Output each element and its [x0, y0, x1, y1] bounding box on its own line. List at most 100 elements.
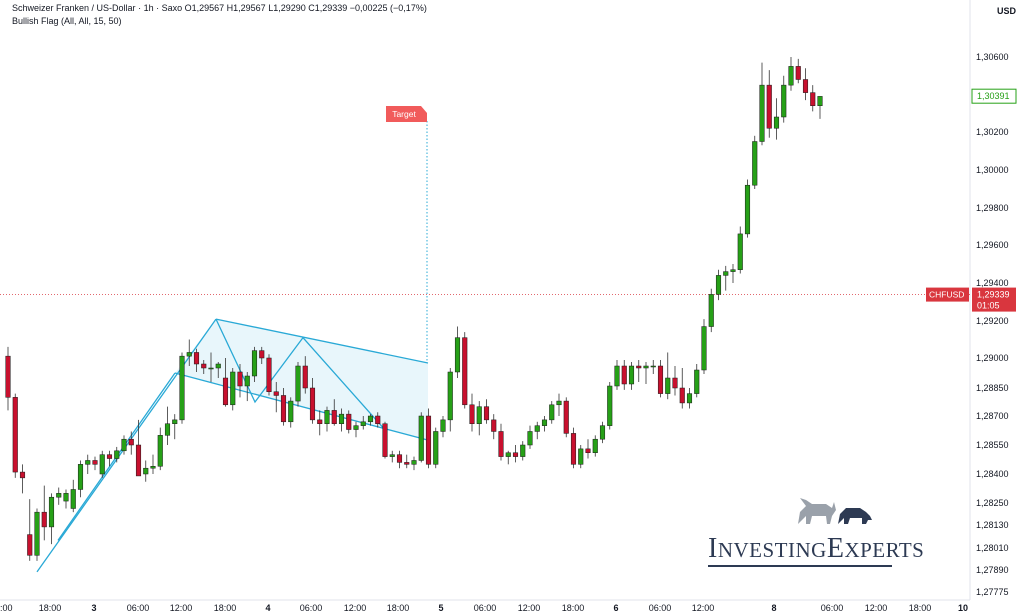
symbol-name: Schweizer Franken / US-Dollar [12, 3, 136, 13]
candle [266, 354, 272, 396]
candle-body-up [418, 415, 424, 461]
candle-body-down [766, 84, 772, 129]
candle [628, 362, 635, 390]
candle [302, 356, 308, 394]
candle [135, 419, 142, 477]
candle-body-up [251, 350, 258, 377]
y-tick-label: 1,29000 [976, 353, 1009, 363]
candle-body-up [215, 363, 221, 369]
candle [491, 414, 497, 440]
candle-body-up [121, 438, 127, 452]
candle-body-up [686, 393, 693, 404]
flag-zigzag-line [215, 318, 384, 429]
candle-body-up [744, 184, 751, 235]
candle [614, 360, 620, 390]
y-tick-label: 1,30200 [976, 127, 1009, 137]
price-badge-box [971, 88, 1017, 104]
last-price-value: 1,29339 [977, 290, 1010, 300]
candle-body-up [701, 326, 707, 371]
candle-body-up [63, 493, 69, 502]
data-source: Saxo [161, 3, 183, 13]
candle-body-up [715, 275, 722, 295]
candle-body-down [27, 534, 33, 556]
candle-body-up [549, 404, 555, 421]
x-tick-label: 18:00 [562, 603, 585, 613]
candle [56, 487, 62, 505]
candle-body-up [614, 365, 620, 387]
candle [621, 360, 627, 390]
bullish-flag-pattern [36, 318, 429, 573]
symbol-badge-label: CHFUSD [929, 290, 964, 300]
candle [121, 435, 127, 455]
bear-icon [838, 508, 872, 524]
candle [222, 358, 229, 407]
candle-body-down [302, 365, 308, 389]
candle-body-up [817, 96, 823, 106]
x-tick-label: 12:00 [692, 603, 715, 613]
candle [520, 441, 526, 461]
candle [48, 493, 55, 545]
candle-body-up [773, 116, 780, 129]
candle [201, 360, 207, 374]
candle [730, 264, 736, 283]
candle [389, 450, 395, 463]
candle-body-up [48, 496, 55, 528]
target-label-box [386, 106, 427, 122]
candle-body-up [752, 141, 758, 186]
candle [244, 372, 250, 402]
candle [715, 269, 722, 301]
candle-body-up [70, 489, 76, 509]
y-tick-label: 1,28250 [976, 498, 1009, 508]
candle [411, 456, 417, 471]
candle [447, 368, 453, 432]
candle [686, 388, 693, 409]
candle [404, 454, 410, 469]
candle [607, 382, 613, 430]
candle-body-down [636, 365, 642, 369]
x-tick-label: 6 [613, 603, 618, 613]
candle-body-down [810, 92, 816, 106]
candle [527, 425, 533, 449]
candle-body-up [737, 233, 743, 270]
candle [556, 393, 562, 416]
candle-body-down [266, 357, 272, 392]
candle-body-up [389, 454, 395, 457]
candle [273, 382, 279, 413]
candle [723, 265, 729, 291]
candle [694, 364, 700, 398]
candle [766, 70, 772, 138]
candle [462, 332, 468, 409]
candle-body-up [694, 369, 700, 394]
candle-body-down [19, 471, 26, 479]
x-tick-label: 18:00 [387, 603, 410, 613]
candle [592, 435, 598, 457]
candle [795, 58, 801, 84]
y-tick-label: 1,30000 [976, 165, 1009, 175]
candle-body-up [157, 435, 163, 467]
candle-body-up [143, 467, 149, 475]
candle [353, 421, 359, 438]
candle-body-down [672, 377, 678, 389]
candle [396, 450, 403, 469]
candle-body-up [650, 365, 656, 368]
candle-body-up [527, 431, 533, 446]
candle-body-up [665, 377, 671, 394]
candle-body-up [505, 452, 511, 457]
candle-body-up [433, 431, 439, 465]
candle-body-up [520, 444, 526, 457]
candle [208, 352, 214, 382]
candle [346, 410, 352, 434]
candle-body-up [454, 337, 461, 373]
x-tick-label: :00 [0, 603, 13, 613]
candle-body-down [193, 352, 200, 365]
candle [665, 352, 671, 400]
candle [179, 352, 185, 424]
candle [418, 412, 424, 463]
candle [338, 408, 345, 432]
candle [382, 421, 388, 459]
candle-body-down [404, 462, 410, 465]
candle-body-down [563, 400, 569, 434]
x-tick-label: 06:00 [821, 603, 844, 613]
y-tick-label: 1,27775 [976, 587, 1009, 597]
